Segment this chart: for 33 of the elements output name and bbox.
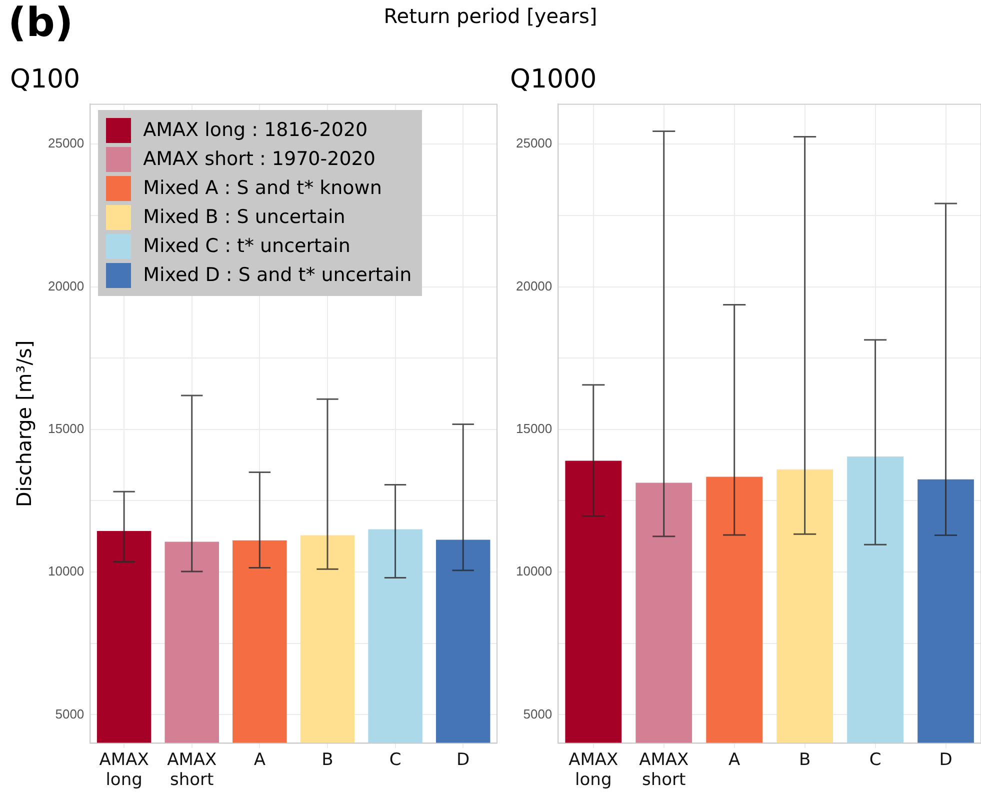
- x-tick-label: AMAX long: [99, 750, 150, 790]
- legend-label: AMAX short : 1970-2020: [143, 147, 376, 172]
- y-tick-label: 20000: [48, 278, 84, 294]
- legend-label: Mixed C : t* uncertain: [143, 234, 350, 260]
- x-tick-label: D: [939, 750, 952, 770]
- legend-label: AMAX long : 1816-2020: [143, 118, 368, 144]
- x-tick-label: AMAX short: [167, 750, 217, 790]
- y-tick-label: 25000: [48, 136, 84, 151]
- x-tick-label: A: [254, 750, 266, 770]
- x-tick-label: C: [869, 750, 882, 770]
- y-tick-label: 5000: [55, 706, 84, 722]
- y-axis-title: Discharge [m³/s]: [12, 340, 36, 508]
- chart-title: Q100: [10, 64, 80, 94]
- y-tick-label: 10000: [48, 564, 84, 579]
- x-tick-label: AMAX short: [639, 750, 689, 790]
- x-tick-label: B: [798, 750, 811, 770]
- legend-label: Mixed D : S and t* uncertain: [143, 263, 412, 288]
- x-tick-label: C: [389, 750, 402, 770]
- y-tick-label: 15000: [48, 420, 84, 436]
- legend-label: Mixed B : S uncertain: [143, 205, 346, 230]
- y-tick-label: 5000: [523, 706, 552, 722]
- x-tick-label: AMAX long: [568, 750, 619, 790]
- text: Return period [years]: [384, 4, 598, 28]
- y-tick-label: 10000: [516, 564, 552, 579]
- y-tick-label: 25000: [516, 136, 552, 151]
- y-tick-label: 20000: [516, 278, 552, 294]
- legend-label: Mixed A : S and t* known: [143, 176, 382, 202]
- chart-title: Q1000: [510, 64, 597, 94]
- x-tick-label: D: [456, 750, 470, 770]
- text: (b): [8, 0, 74, 46]
- x-tick-label: B: [322, 750, 334, 770]
- x-tick-label: A: [728, 750, 741, 770]
- y-tick-label: 15000: [516, 420, 552, 436]
